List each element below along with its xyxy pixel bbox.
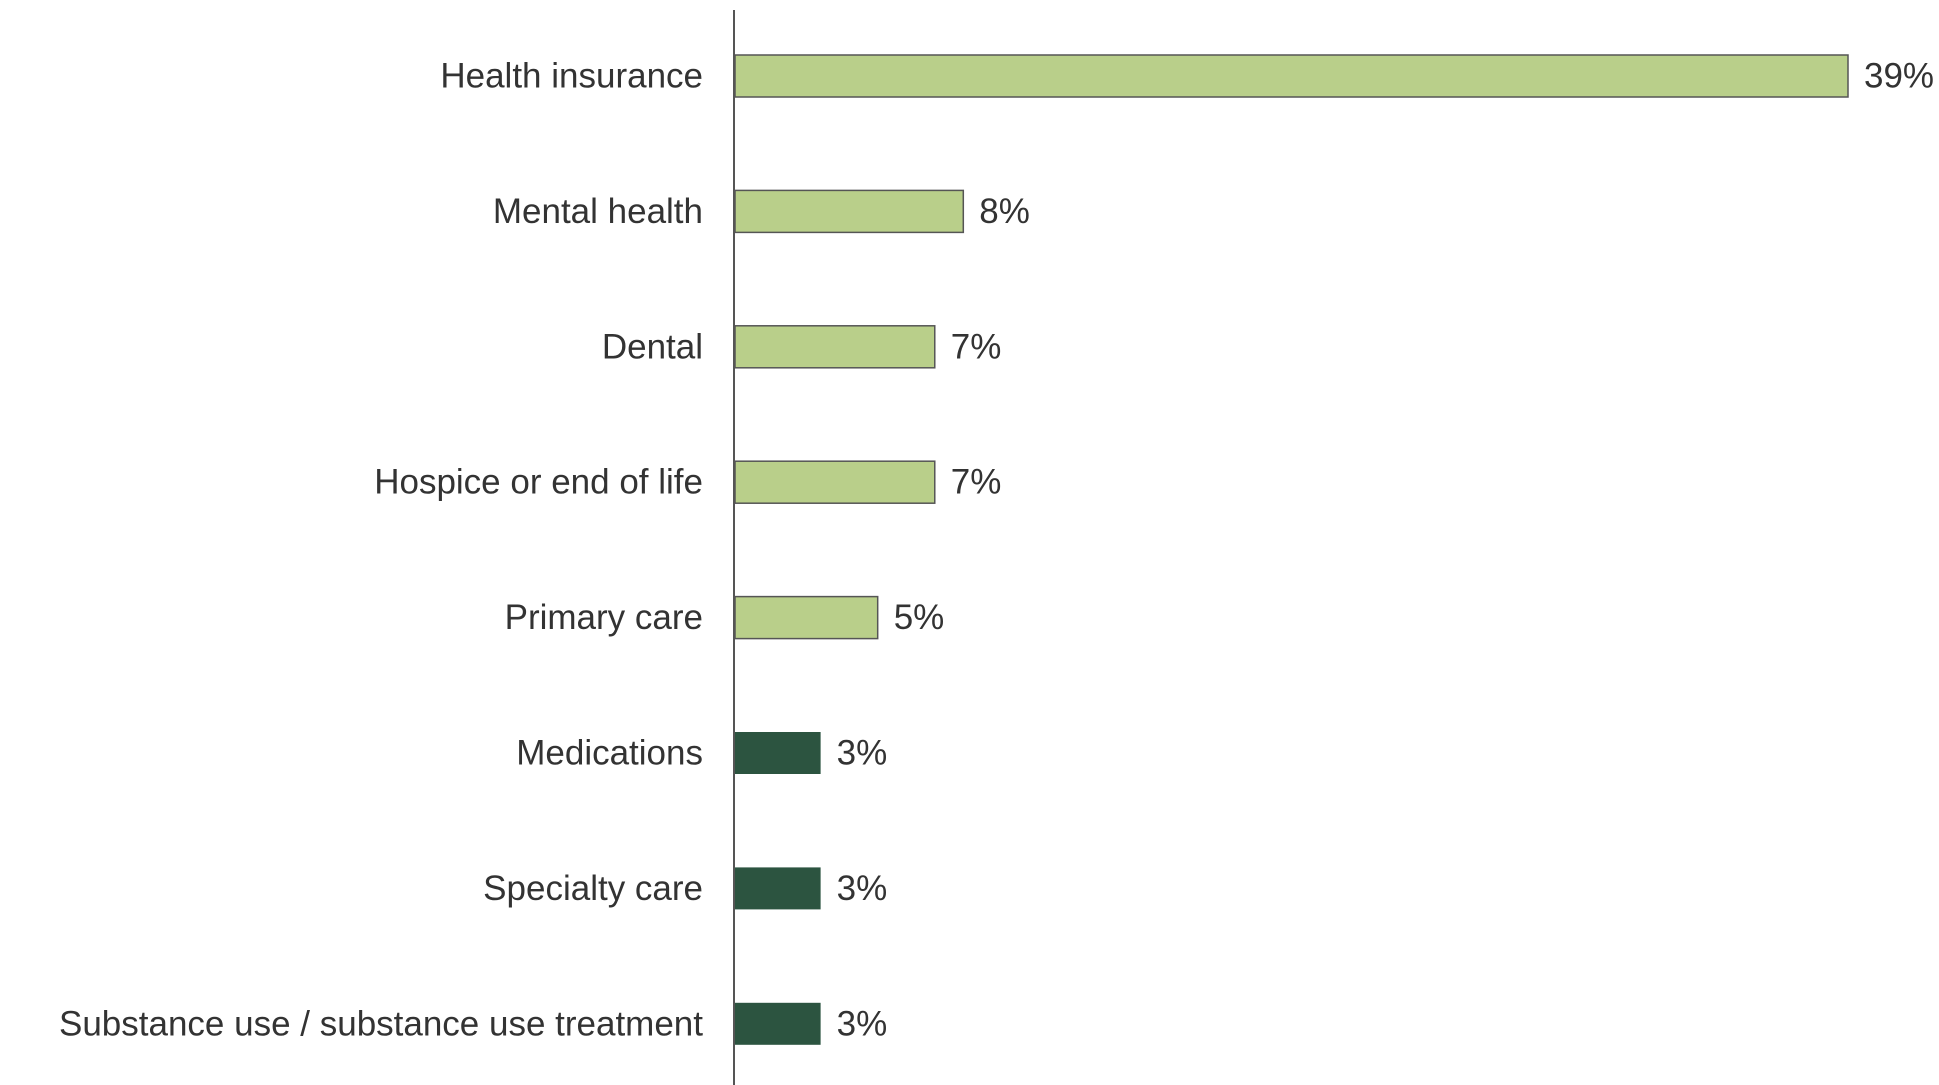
bar-6 [735, 732, 821, 774]
category-label: Specialty care [483, 869, 703, 908]
value-label: 3% [837, 869, 888, 908]
category-labels: Health insurance Mental health Dental Hospi… [59, 57, 703, 1044]
value-label: 39% [1864, 57, 1934, 96]
category-label: Mental health [493, 192, 703, 231]
value-label: 7% [951, 463, 1002, 502]
category-label: Substance use / substance use treatment [59, 1004, 703, 1043]
value-label: 3% [837, 734, 888, 773]
bar-3 [734, 325, 936, 369]
category-label: Medications [516, 734, 703, 773]
value-label: 5% [894, 598, 945, 637]
value-label: 8% [979, 192, 1030, 231]
bar-2 [734, 189, 965, 234]
value-label: 3% [837, 1004, 888, 1043]
bar-8 [735, 1002, 821, 1045]
bars-layer [734, 54, 1849, 1045]
bar-7 [735, 867, 821, 910]
category-label: Dental [602, 327, 703, 366]
category-label: Hospice or end of life [374, 463, 703, 502]
value-labels: 39% 8% 7% 7% 5% 3% 3% 3% [837, 57, 1934, 1044]
category-label: Health insurance [440, 57, 703, 96]
bar-1 [734, 54, 1849, 98]
value-label: 7% [951, 327, 1002, 366]
bar-4 [734, 460, 936, 504]
category-label: Primary care [505, 598, 703, 637]
bar-5 [734, 595, 879, 640]
